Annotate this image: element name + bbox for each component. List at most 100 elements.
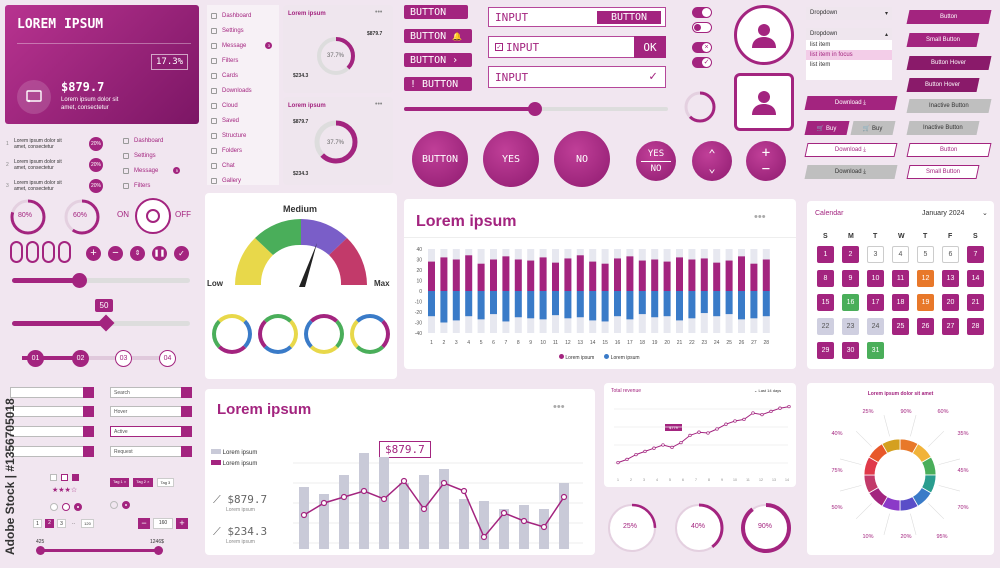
small-skew-button[interactable]: Small Button bbox=[906, 33, 980, 47]
mini-menu-dashboard[interactable]: Dashboard bbox=[123, 133, 198, 148]
yes-round-button[interactable]: YES bbox=[483, 131, 539, 187]
calendar-day[interactable]: 17 bbox=[867, 294, 884, 311]
checkbox-checked[interactable] bbox=[72, 474, 79, 481]
arrow-button[interactable]: BUTTON › bbox=[404, 53, 472, 67]
radio-checked[interactable] bbox=[74, 503, 82, 511]
sort-icon[interactable]: ⇕ bbox=[130, 246, 145, 261]
calendar-day[interactable]: 12 bbox=[917, 270, 934, 287]
calendar-day[interactable]: 10 bbox=[867, 270, 884, 287]
step-1[interactable]: 01 bbox=[27, 350, 44, 367]
calendar-day[interactable]: 1 bbox=[817, 246, 834, 263]
dropdown-item[interactable]: list item bbox=[810, 42, 831, 48]
search-icon[interactable] bbox=[83, 426, 94, 437]
search-icon[interactable] bbox=[181, 406, 192, 417]
mini-menu-message[interactable]: Message 5 bbox=[123, 163, 198, 178]
page-button-active[interactable]: 2 bbox=[45, 519, 54, 528]
stepper-value[interactable]: 160 bbox=[153, 518, 173, 529]
calendar-day[interactable]: 15 bbox=[817, 294, 834, 311]
calendar-day[interactable]: 11 bbox=[892, 270, 909, 287]
small-outline-button[interactable]: Small Button bbox=[906, 165, 980, 179]
input-field-empty[interactable] bbox=[10, 406, 94, 417]
star-rating[interactable]: ★★★☆ bbox=[52, 487, 78, 494]
sidebar-item-dashboard[interactable]: Dashboard bbox=[211, 8, 275, 23]
calendar-day[interactable]: 21 bbox=[967, 294, 984, 311]
calendar-day[interactable]: 31 bbox=[867, 342, 884, 359]
slider-track-3[interactable] bbox=[12, 314, 190, 332]
round-button[interactable]: BUTTON bbox=[412, 131, 468, 187]
toggle-check[interactable]: ✓ bbox=[692, 57, 712, 68]
plus-minus-stepper[interactable]: + − bbox=[746, 141, 786, 181]
sidebar-item-chat[interactable]: Chat bbox=[211, 158, 275, 173]
search-icon[interactable] bbox=[181, 426, 192, 437]
sidebar-item-cards[interactable]: Cards bbox=[211, 68, 275, 83]
sidebar-item-message[interactable]: Message 3 bbox=[211, 38, 275, 53]
calendar-day[interactable]: 19 bbox=[917, 294, 934, 311]
minus-icon[interactable]: − bbox=[761, 161, 771, 177]
calendar-day[interactable]: 4 bbox=[892, 246, 909, 263]
skew-button[interactable]: Button bbox=[906, 10, 992, 24]
mini-menu-settings[interactable]: Settings bbox=[123, 148, 198, 163]
chart-filter[interactable]: ⌄ Last 14 days bbox=[754, 388, 781, 393]
more-icon[interactable]: ••• bbox=[375, 101, 383, 108]
slider-handle[interactable] bbox=[528, 102, 542, 116]
calendar-day[interactable]: 28 bbox=[967, 318, 984, 335]
avatar-round[interactable] bbox=[734, 5, 794, 65]
hover-field[interactable]: Hover bbox=[110, 406, 192, 417]
buy-button[interactable]: 🛒 Buy bbox=[804, 121, 850, 135]
dropdown-closed[interactable]: Dropdown ▾ bbox=[806, 7, 892, 20]
validated-input[interactable]: INPUT ✓ bbox=[488, 66, 666, 88]
calendar-day[interactable]: 6 bbox=[942, 246, 959, 263]
calendar-day[interactable]: 8 bbox=[817, 270, 834, 287]
ok-button[interactable]: OK bbox=[634, 36, 666, 58]
sidebar-item-gallery[interactable]: Gallery bbox=[211, 173, 275, 188]
radio[interactable] bbox=[62, 503, 70, 511]
calendar-month[interactable]: January 2024 bbox=[922, 210, 965, 217]
sidebar-item-saved[interactable]: Saved bbox=[211, 113, 275, 128]
hover-skew-button[interactable]: Button Hover bbox=[906, 56, 992, 70]
search-icon[interactable] bbox=[83, 406, 94, 417]
primary-button[interactable]: BUTTON bbox=[404, 5, 468, 19]
slider-track[interactable] bbox=[404, 102, 668, 116]
download-button[interactable]: Download ⤓ bbox=[804, 96, 898, 110]
sidebar-item-settings[interactable]: Settings bbox=[211, 23, 275, 38]
radio-checked[interactable] bbox=[122, 501, 130, 509]
chevron-up-icon[interactable]: ⌃ bbox=[708, 147, 716, 161]
dropdown-item[interactable]: list item bbox=[810, 62, 831, 68]
page-button[interactable]: 120 bbox=[81, 519, 94, 528]
calendar-day[interactable]: 25 bbox=[892, 318, 909, 335]
calendar-day[interactable]: 23 bbox=[842, 318, 859, 335]
sidebar-item-structure[interactable]: Structure bbox=[211, 128, 275, 143]
tag[interactable]: Tag 2 × bbox=[133, 478, 153, 487]
sidebar-item-downloads[interactable]: Downloads bbox=[211, 83, 275, 98]
tag[interactable]: Tag 1 × bbox=[110, 478, 130, 487]
yes-no-toggle[interactable]: YES NO bbox=[636, 141, 676, 181]
dropdown-header[interactable]: Dropdown ▴ bbox=[806, 28, 892, 40]
plus-icon[interactable]: + bbox=[176, 518, 188, 529]
checkbox-input[interactable]: ✓ INPUT OK bbox=[488, 36, 666, 58]
calendar-day[interactable]: 27 bbox=[942, 318, 959, 335]
radial-toggle[interactable] bbox=[135, 198, 171, 234]
plus-icon[interactable]: + bbox=[761, 145, 771, 161]
radio[interactable] bbox=[50, 503, 58, 511]
page-button[interactable]: 3 bbox=[57, 519, 66, 528]
more-icon[interactable]: ••• bbox=[754, 211, 766, 223]
check-icon[interactable]: ✓ bbox=[174, 246, 189, 261]
calendar-day[interactable]: 29 bbox=[817, 342, 834, 359]
toggle-off[interactable] bbox=[692, 22, 712, 33]
calendar-day[interactable]: 18 bbox=[892, 294, 909, 311]
step-3[interactable]: 03 bbox=[115, 350, 132, 367]
up-down-stepper[interactable]: ⌃ ⌄ bbox=[692, 141, 732, 181]
calendar-day[interactable]: 22 bbox=[817, 318, 834, 335]
checkbox[interactable] bbox=[50, 474, 57, 481]
no-label[interactable]: NO bbox=[650, 163, 662, 174]
search-icon[interactable] bbox=[83, 446, 94, 457]
radio[interactable] bbox=[110, 501, 118, 509]
active-field[interactable]: Active bbox=[110, 426, 192, 437]
avatar-square[interactable] bbox=[734, 73, 794, 131]
sidebar-item-cloud[interactable]: Cloud bbox=[211, 98, 275, 113]
step-2[interactable]: 02 bbox=[72, 350, 89, 367]
toggle-on[interactable] bbox=[692, 7, 712, 18]
tag[interactable]: Tag 3 bbox=[156, 478, 175, 487]
outline-button[interactable]: Button bbox=[906, 143, 992, 157]
calendar-day[interactable]: 9 bbox=[842, 270, 859, 287]
